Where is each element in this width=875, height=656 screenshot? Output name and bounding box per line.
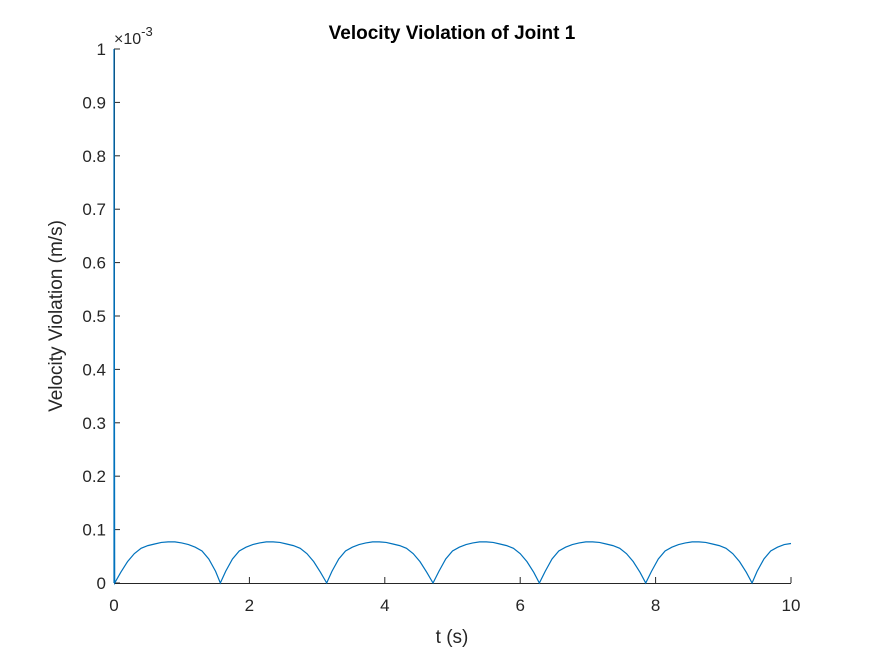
y-tick-label: 0.2 — [82, 467, 106, 486]
x-ticks: 0 2 4 6 8 10 — [109, 577, 800, 615]
x-tick-label: 0 — [109, 596, 118, 615]
y-tick-label: 0.3 — [82, 414, 106, 433]
y-axis-label: Velocity Violation (m/s) — [46, 220, 67, 412]
y-tick-label: 0.1 — [82, 521, 106, 540]
y-tick-label: 0 — [97, 574, 106, 593]
series-line — [113, 48, 792, 586]
x-tick-label: 2 — [245, 596, 254, 615]
chart-title: Velocity Violation of Joint 1 — [329, 23, 576, 44]
y-tick-label: 0.8 — [82, 147, 106, 166]
svg-text:×10-3: ×10-3 — [114, 24, 153, 48]
y-tick-label: 1 — [97, 40, 106, 59]
x-tick-label: 10 — [782, 596, 801, 615]
y-exponent-label: ×10-3 — [114, 24, 153, 48]
y-tick-label: 0.9 — [82, 93, 106, 112]
y-ticks: 0 0.1 0.2 0.3 0.4 0.5 0.6 0.7 0.8 0.9 1 — [82, 40, 120, 593]
y-exponent-power: -3 — [141, 24, 153, 39]
y-tick-label: 0.7 — [82, 200, 106, 219]
x-tick-label: 8 — [651, 596, 660, 615]
x-axis-label: t (s) — [436, 627, 469, 648]
y-tick-label: 0.4 — [82, 360, 106, 379]
y-tick-label: 0.6 — [82, 254, 106, 273]
y-exponent-base: ×10 — [114, 31, 141, 48]
x-tick-label: 4 — [380, 596, 389, 615]
y-tick-label: 0.5 — [82, 307, 106, 326]
x-tick-label: 6 — [515, 596, 524, 615]
